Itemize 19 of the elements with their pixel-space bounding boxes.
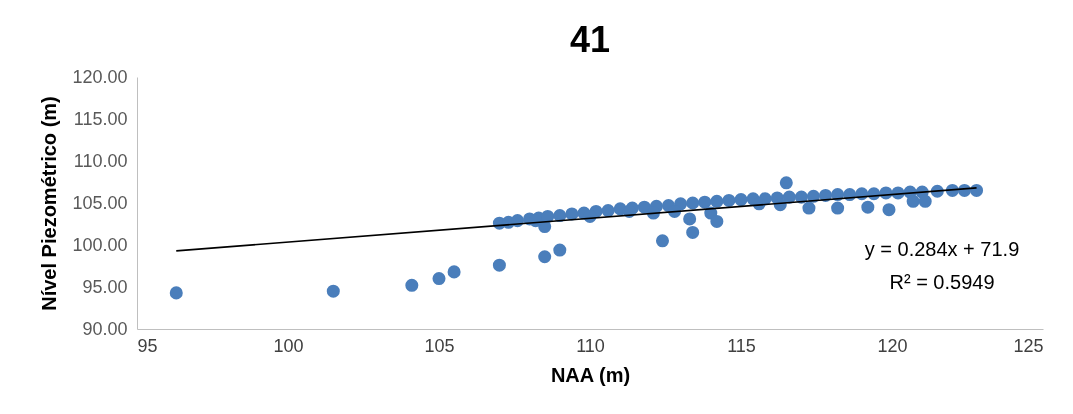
y-tick-label: 105.00 bbox=[72, 192, 128, 213]
x-tick-label: 125 bbox=[1013, 335, 1044, 356]
x-tick-label: 105 bbox=[424, 335, 455, 356]
x-tick-label: 110 bbox=[576, 335, 605, 356]
x-tick-label: 120 bbox=[877, 335, 908, 356]
x-tick-label: 100 bbox=[273, 335, 304, 356]
x-tick-label: 115 bbox=[727, 335, 756, 356]
x-tick-label: 95 bbox=[137, 335, 158, 356]
annotation: R² = 0.5949 bbox=[889, 271, 995, 293]
y-tick-label: 115.00 bbox=[73, 108, 128, 129]
y-tick-label: 90.00 bbox=[82, 318, 128, 339]
y-axis-title: Nível Piezométrico (m) bbox=[38, 96, 61, 311]
y-tick-label: 110.00 bbox=[73, 150, 128, 171]
y-tick-label: 100.00 bbox=[72, 234, 128, 255]
annotation: y = 0.284x + 71.9 bbox=[864, 238, 1020, 260]
y-tick-label: 95.00 bbox=[82, 276, 128, 297]
x-axis-title: NAA (m) bbox=[550, 363, 631, 386]
y-tick-label: 120.00 bbox=[72, 66, 128, 87]
chart-title: 41 bbox=[569, 19, 611, 60]
